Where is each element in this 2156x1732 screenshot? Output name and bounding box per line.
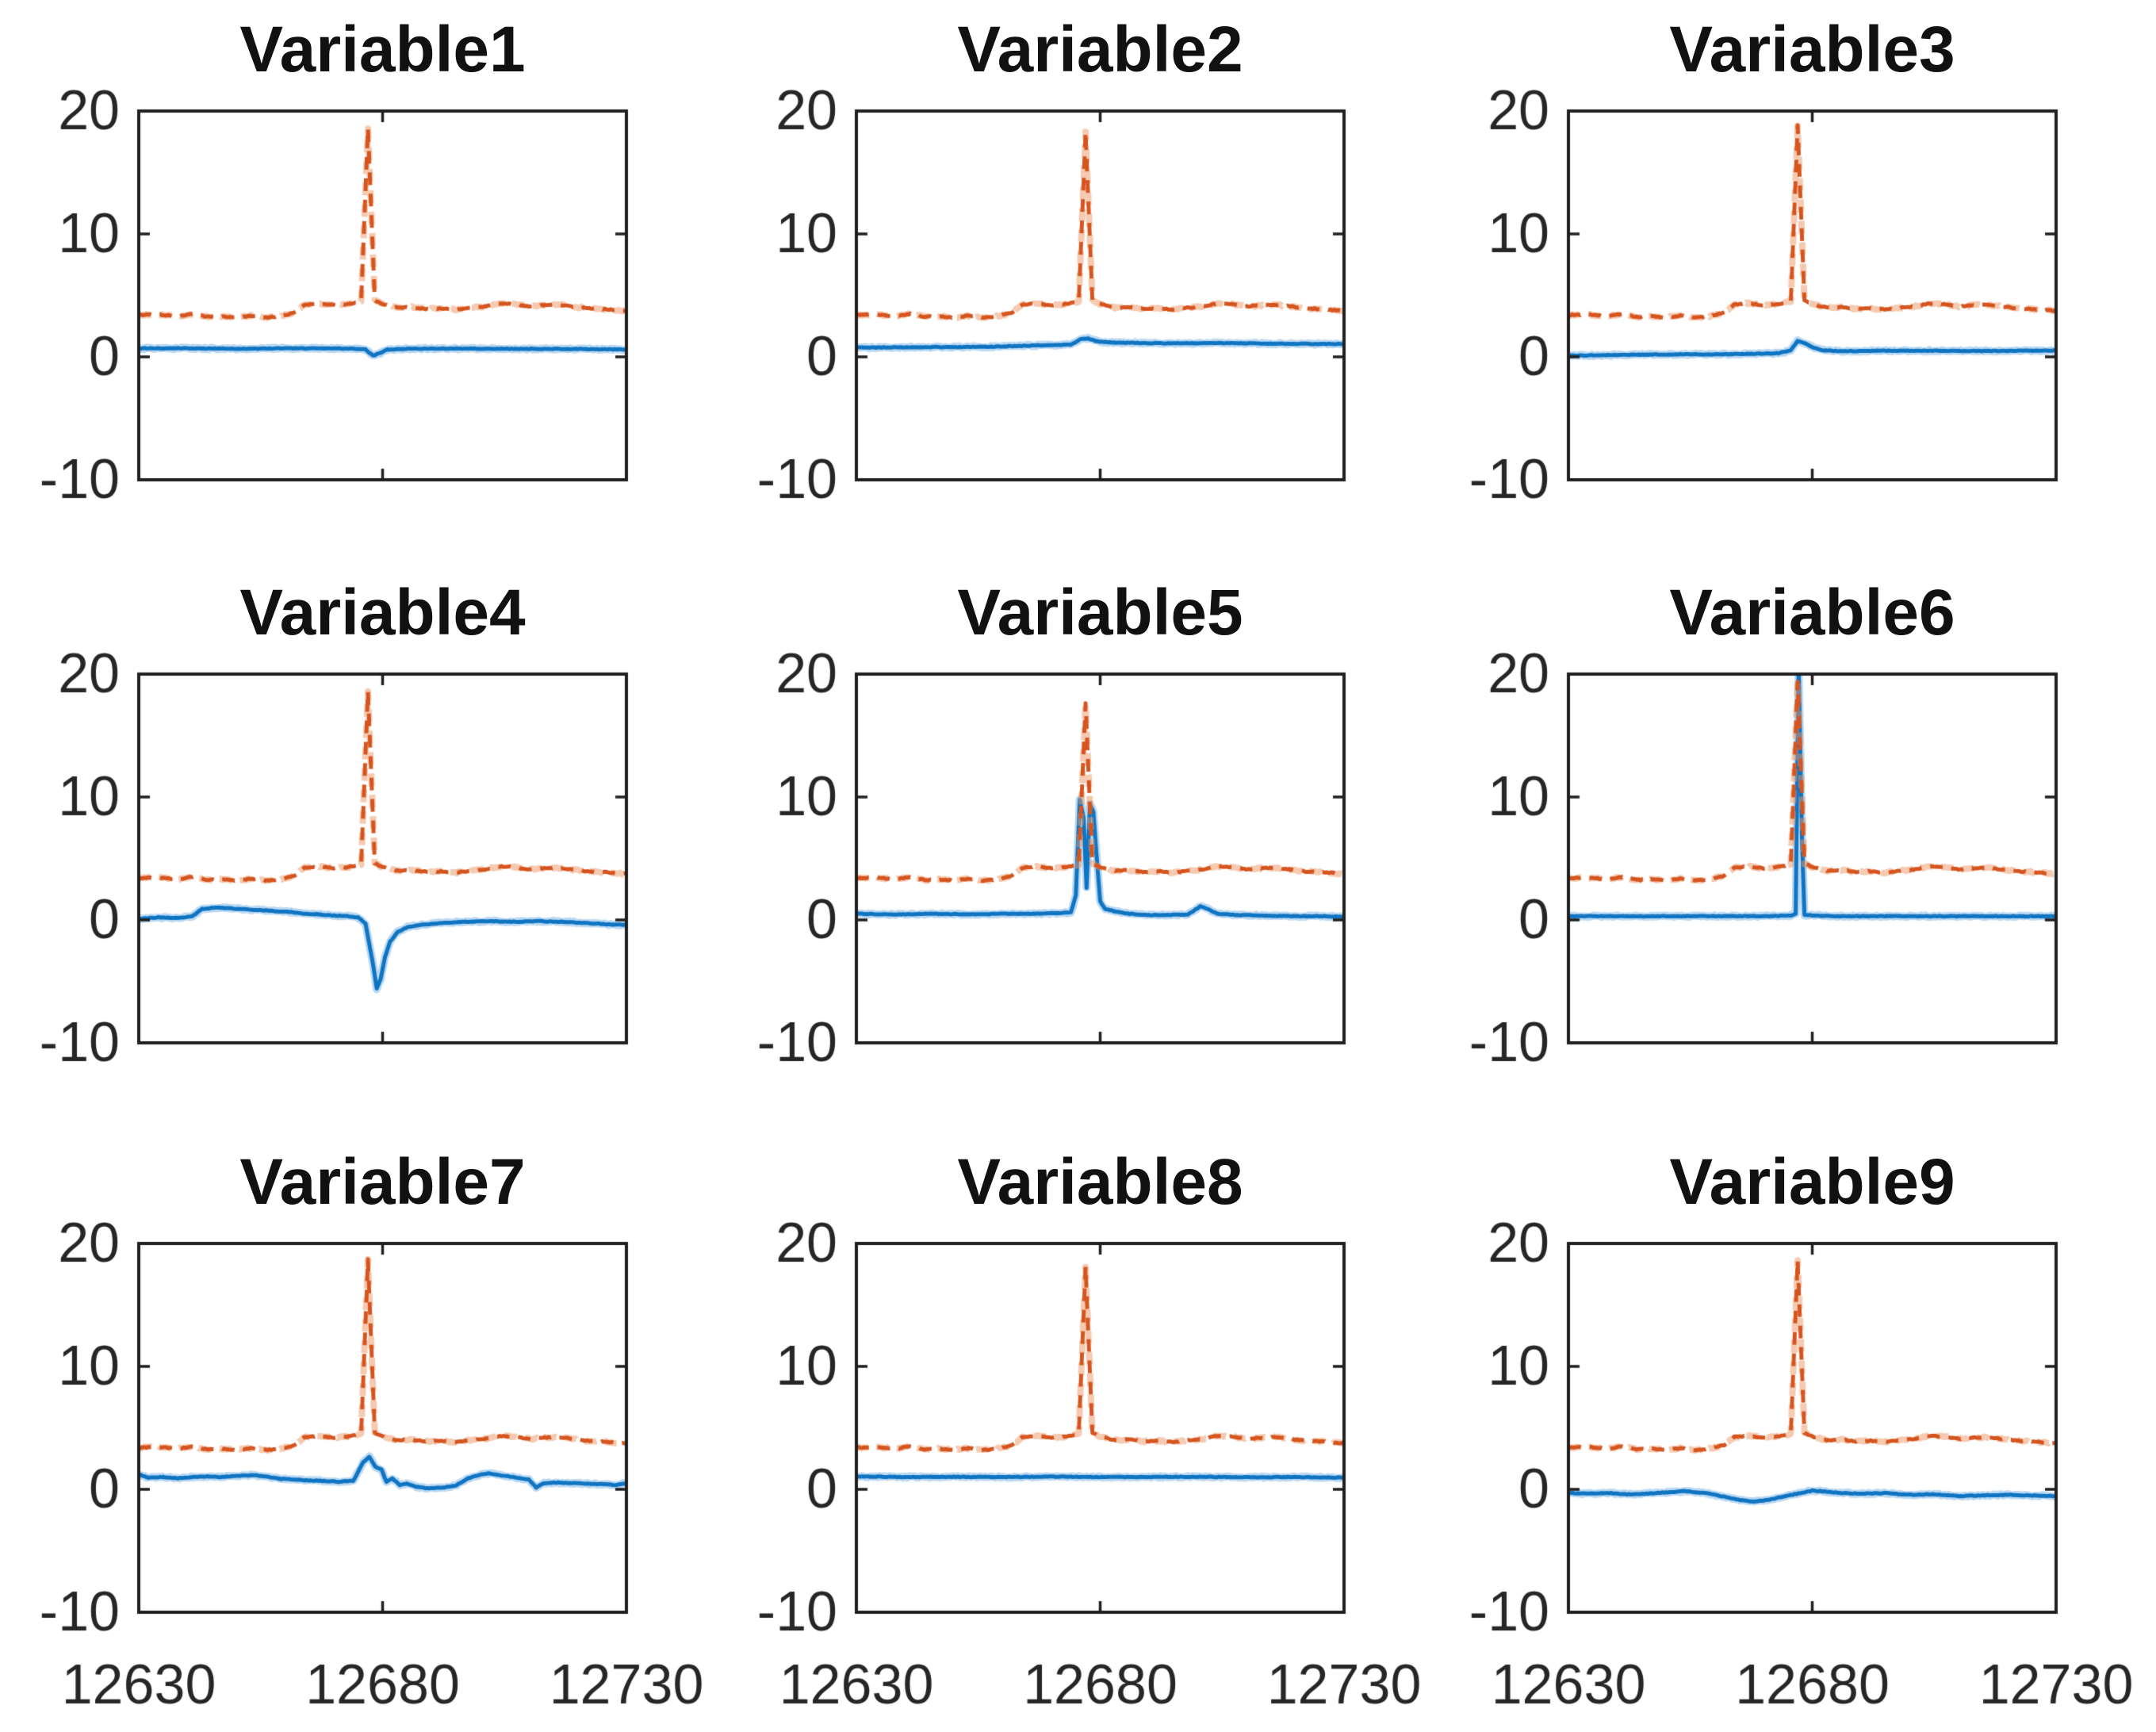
subplot-title-variable9: Variable9	[1669, 1146, 1955, 1218]
subplot-title-variable2: Variable2	[957, 13, 1243, 86]
subplot-title-variable5: Variable5	[957, 577, 1243, 649]
subplot-title-variable3: Variable3	[1669, 13, 1955, 86]
subplot-title-variable8: Variable8	[957, 1146, 1243, 1218]
subplot-title-variable1: Variable1	[239, 13, 526, 86]
subplot-title-variable7: Variable7	[239, 1146, 526, 1218]
subplot-title-variable6: Variable6	[1669, 577, 1955, 649]
subplot-title-variable4: Variable4	[239, 577, 526, 649]
